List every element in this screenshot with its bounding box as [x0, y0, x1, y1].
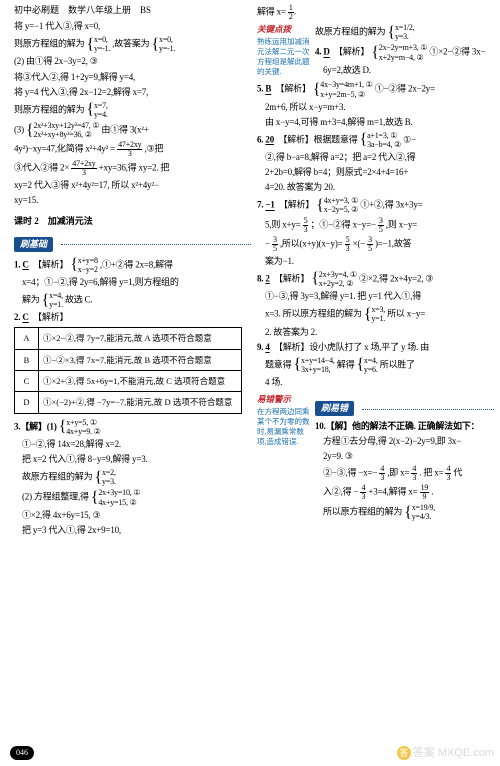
q9: 9. 4 【解析】设小虎队打了 x 场,平了 y 场. 由 — [257, 341, 494, 354]
text: 所以原方程组的解为 {x=19/9, y=4/3. — [315, 503, 494, 521]
text: 4 场. — [257, 376, 494, 389]
text: 则原方程组的解为 {x=7, y=4. — [14, 101, 251, 119]
q10: 10.【解】他的解法不正确. 正确解法如下： — [315, 420, 494, 433]
key-point-label: 关键点拨 — [257, 23, 311, 35]
text: 方程①去分母,得 2(x−2)−2y=9,即 3x− — [315, 435, 494, 448]
q7: 7. −1 【解析】 {4x+y=3, ① x−2y=5, ② ①+②,得 3x… — [257, 196, 494, 214]
text: x=4；①−②,得 2y=6,解得 y=1,则方程组的 — [14, 276, 251, 289]
key-point-note: 熟练运用加减消元法解二元一次方程组是解此题的关键. — [257, 37, 311, 76]
text: 2+2b=0,解得 b=4；则原式=2×4+4=16+ — [257, 166, 494, 179]
opt-d: D — [15, 392, 39, 412]
error-warn-note: 在方程两边同乘某个不为零的数时,易漏乘常数项,造成错误. — [257, 407, 311, 446]
text: xy=2 代入③得 x²+4y²=17, 所以 x²+4y²− — [14, 179, 251, 192]
opt-a-text: ①×2−②,得 7y=7,能消元,故 A 选项不符合题意 — [39, 328, 241, 348]
q5: 5. B 【解析】 {4x−3y=4m+1, ① x+y=2m−5, ② ①−②… — [257, 80, 494, 98]
text: 把 x=2 代入①,得 8−y=9,解得 y=3. — [14, 453, 251, 466]
text: − 35 ,所以(x+y)(x−y)= 53 ×(− 35 )=−1,故答 — [257, 236, 494, 253]
text: (2) 由①得 2x−3y=2, ③ — [14, 55, 251, 68]
option-table: A ①×2−②,得 7y=7,能消元,故 A 选项不符合题意 B ①−②×3,得… — [14, 327, 242, 413]
section-brush-basics: 刷基础 — [14, 237, 251, 252]
text: 4=20. 故答案为 20. — [257, 181, 494, 194]
section-lesson: 课时 2 加减消元法 — [14, 215, 251, 228]
text: ③代入②得 2× 47+2xy3 +xy=36,得 xy=2. 把 — [14, 160, 251, 177]
q8: 8. 2 【解析】 {2x+3y=4, ① x+2y=2, ② ②×2,得 2x… — [257, 270, 494, 288]
text: 5,则 x+y= 53 ；①−②得 x−y=− 35 ,则 x−y= — [257, 217, 494, 234]
text: 故原方程组的解为 {x=1/2, y=3. — [315, 23, 494, 41]
text: 2. 故答案为 2. — [257, 326, 494, 339]
text: ①×2,得 4x+6y=15, ③ — [14, 509, 251, 522]
text: 2m+6, 所以 x−y=m+3. — [257, 101, 494, 114]
q4: 4. D 【解析】 {2x−2y=m+3, ① x+2y=m−4, ② ①×2−… — [315, 43, 494, 61]
text: 将③代入②,得 1+2y=9,解得 y=4, — [14, 71, 251, 84]
text: 则原方程组的解为 {x=0, y=-1. ,故答案为 {x=0, y=-1. — [14, 35, 251, 53]
book-header: 初中必刷题 数学八年级上册 BS — [14, 4, 251, 17]
text: 2y=9. ③ — [315, 450, 494, 463]
text: 将 y=−1 代入③,得 x=0, — [14, 20, 251, 33]
text: 故原方程组的解为 {x=2, y=3. — [14, 468, 251, 486]
text: 由 x−y=4,可得 m+3=4,解得 m=1,故选 B. — [257, 116, 494, 129]
text: ②,得 b−a=8,解得 a=2；把 a=2 代入②,得 — [257, 151, 494, 164]
text: 6y=2,故选 D. — [315, 64, 494, 77]
text: x=3. 所以原方程组的解为 {x=3, y=1. 所以 x−y= — [257, 305, 494, 323]
opt-a: A — [15, 328, 39, 348]
q1: 1. C 【解析】 {x+y=8 x−y=2 ,①+②得 2x=8,解得 — [14, 256, 251, 274]
text: 解得 x= 12. — [257, 4, 494, 21]
q2: 2. C 【解析】 — [14, 311, 251, 324]
page-number: 046 — [10, 746, 34, 760]
text: (2) 方程组整理,得 {2x+3y=10, ① 4x+y=15, ② — [14, 488, 251, 506]
text: ①−②,得 14x=28,解得 x=2. — [14, 438, 251, 451]
text: ②−③,得 −x=− 43 ,即 x= 43 . 把 x= 43 代 — [315, 465, 494, 482]
q6: 6. 20 【解析】根据题意得 {a+1=3, ① 3a−b=4, ② ①− — [257, 131, 494, 149]
error-warn-label: 易错警示 — [257, 393, 311, 405]
watermark-logo-icon: 答 — [397, 746, 411, 760]
opt-b: B — [15, 350, 39, 370]
opt-c: C — [15, 371, 39, 391]
text: 4y²)−xy=47,化简得 x²+4y² = 47+2xy3 ,③把 — [14, 141, 251, 158]
text: (3) {2x²+3xy+12y²=47, ① 2x²+xy+8y²=36, ②… — [14, 121, 251, 139]
opt-d-text: ①×(−2)+②,得 −7y=−7,能消元,故 D 选项不符合题意 — [39, 392, 241, 412]
text: xy=15. — [14, 194, 251, 207]
text: 将 y=4 代入③,得 2x−12=2,解得 x=7, — [14, 86, 251, 99]
text: 入②,得 − 43 +3=4,解得 x= 199 . — [315, 484, 494, 501]
text: 案为−1. — [257, 255, 494, 268]
opt-b-text: ①−②×3,得 7x=7,能消元,故 B 选项不符合题意 — [39, 350, 241, 370]
text: 把 y=3 代入①,得 2x+9=10, — [14, 524, 251, 537]
text: 题意得 {x+y=14−4, 3x+y=18, 解得 {x=4, y=6. 所以… — [257, 356, 494, 374]
q3: 3.【解】(1) {x+y=5, ① 4x+y=9. ② — [14, 418, 251, 436]
text: ①−③,得 3y=3,解得 y=1. 把 y=1 代入①,得 — [257, 290, 494, 303]
section-brush-errors: 刷易错 — [315, 401, 494, 416]
opt-c-text: ①×2+③,得 5x+6y=1,不能消元,故 C 选项符合题意 — [39, 371, 241, 391]
watermark: 答答案 MXQE.com — [397, 746, 494, 762]
text: 解为 {x=4, y=1. 故选 C. — [14, 291, 251, 309]
